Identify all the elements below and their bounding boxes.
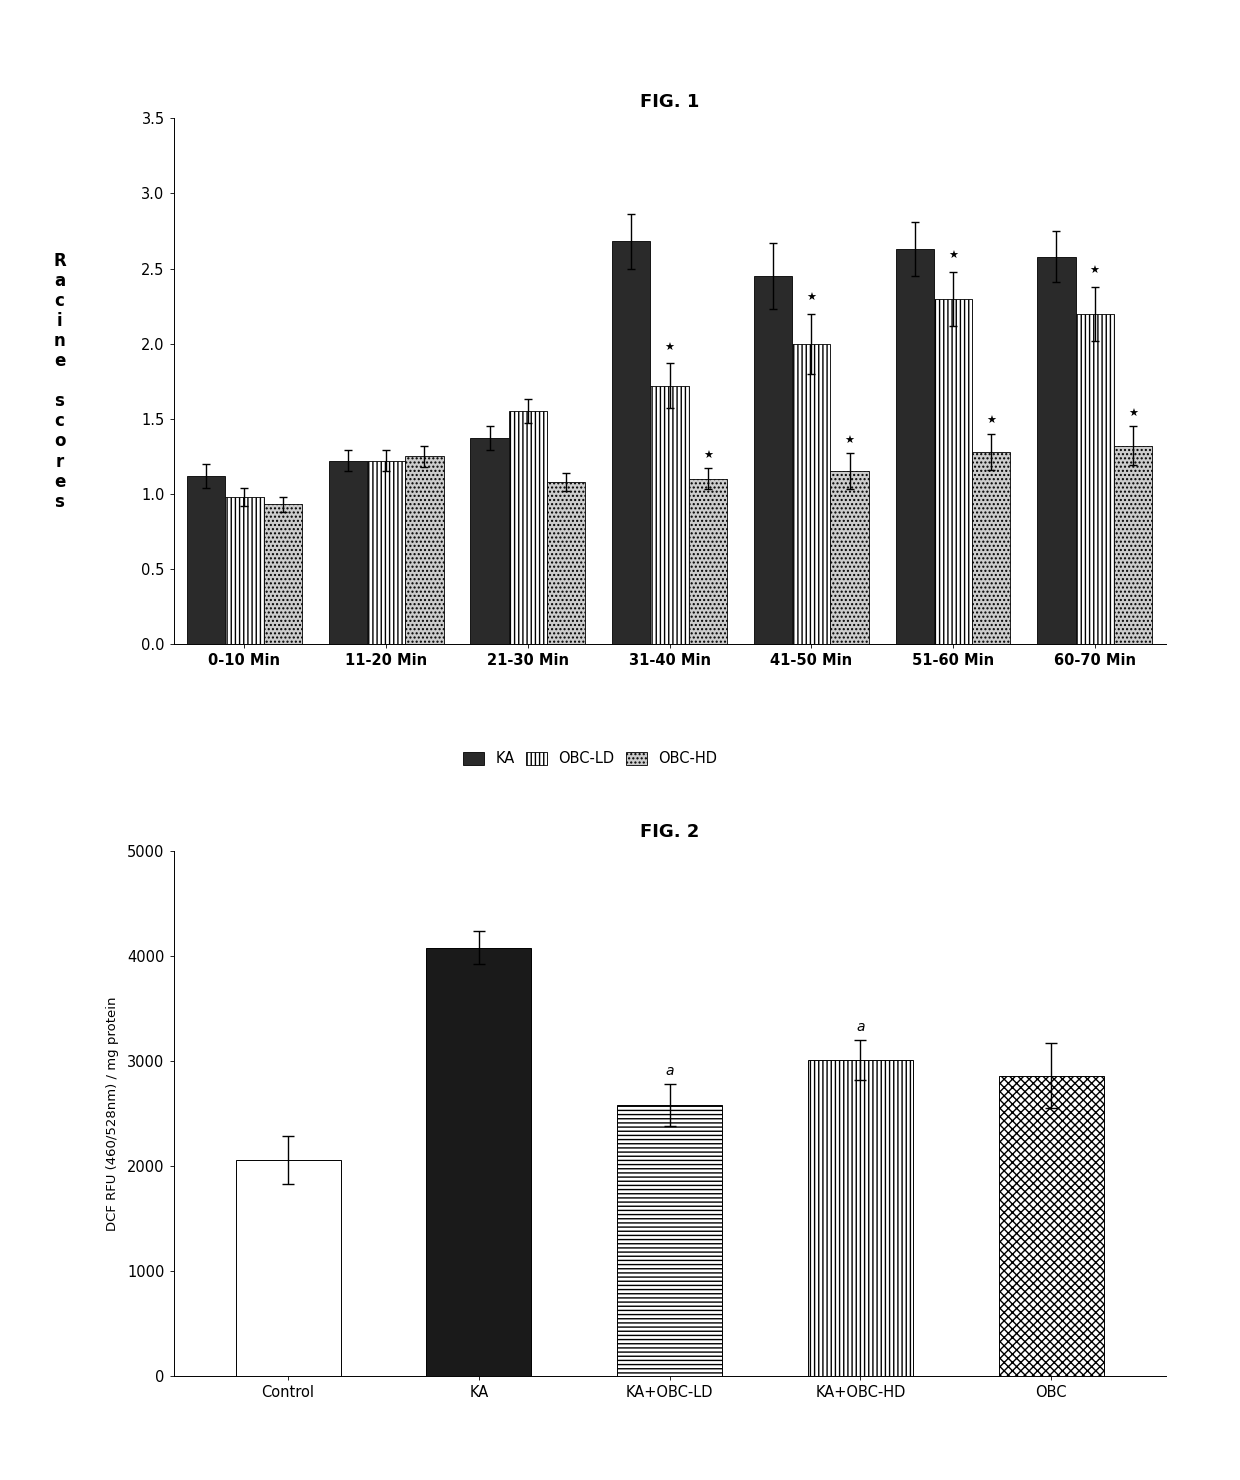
Bar [613,241,651,644]
Bar [427,947,531,1376]
Text: R
a
c
i
n
e
 
s
c
o
r
e
s: R a c i n e s c o r e s [53,252,66,511]
Bar [508,411,547,644]
Bar [754,275,792,644]
Text: ★: ★ [1128,408,1138,419]
Text: a: a [856,1020,864,1035]
Bar [236,1160,341,1376]
Bar [792,343,831,644]
Text: ★: ★ [949,252,959,260]
Text: ★: ★ [806,293,816,303]
Bar [808,1060,913,1376]
Title: FIG. 1: FIG. 1 [640,93,699,111]
Text: a: a [666,1064,673,1079]
Bar [329,460,367,644]
Bar [187,475,226,644]
Bar [831,471,869,644]
Bar [470,438,508,644]
Text: ★: ★ [986,416,996,426]
Bar [972,451,1011,644]
Bar [1038,256,1075,644]
Title: FIG. 2: FIG. 2 [640,823,699,841]
Text: ★: ★ [1090,266,1100,275]
Bar [367,460,405,644]
Bar [547,481,585,644]
Bar [405,456,444,644]
Bar [934,299,972,644]
Bar [688,478,727,644]
Text: ★: ★ [844,435,854,445]
Bar [264,505,301,644]
Bar [226,497,264,644]
Bar [1114,445,1152,644]
Text: ★: ★ [665,342,675,352]
Legend: KA, OBC-LD, OBC-HD: KA, OBC-LD, OBC-HD [458,746,723,773]
Bar [618,1106,722,1376]
Bar [998,1076,1104,1376]
Bar [651,386,688,644]
Bar [1075,314,1114,644]
Y-axis label: DCF RFU (460/528nm) / mg protein: DCF RFU (460/528nm) / mg protein [105,996,119,1231]
Bar [895,249,934,644]
Text: ★: ★ [703,451,713,460]
